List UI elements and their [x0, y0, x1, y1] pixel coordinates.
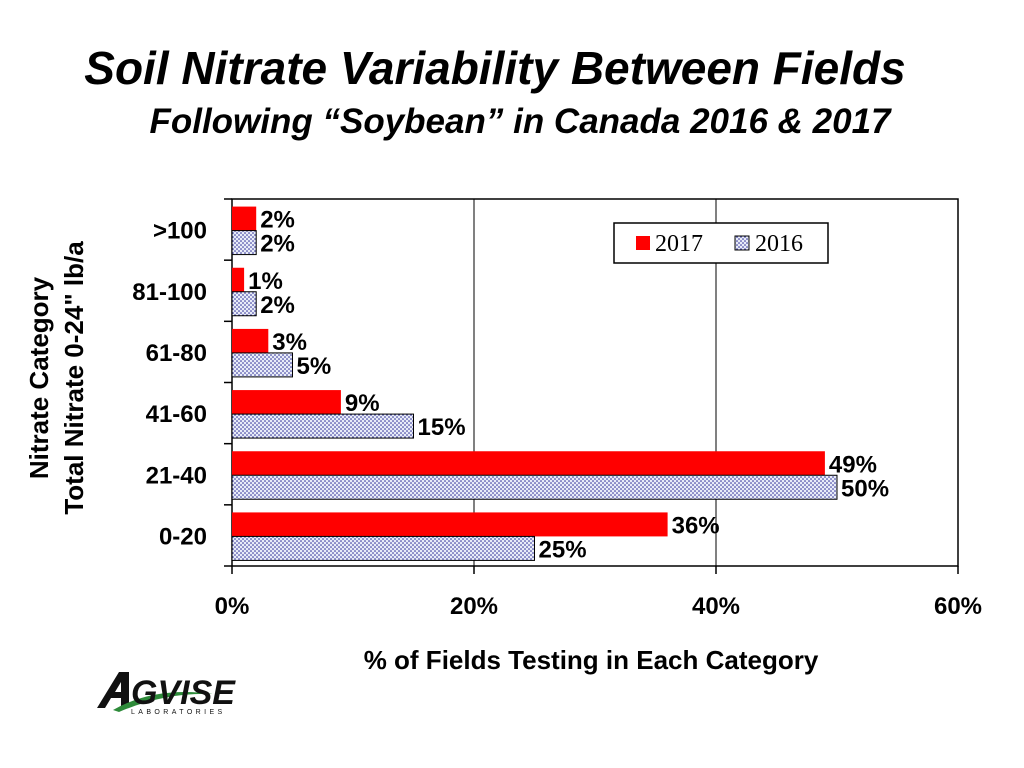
y-tick-label: 21-40	[146, 462, 207, 489]
data-label-2017: 9%	[345, 390, 380, 417]
bar-2016	[231, 413, 414, 439]
data-label-2017: 49%	[829, 451, 877, 478]
svg-text:LABORATORIES: LABORATORIES	[131, 709, 226, 716]
y-tick-label: 0-20	[159, 523, 207, 550]
data-label-2016: 15%	[418, 414, 466, 441]
y-tick-label: >100	[153, 218, 207, 245]
y-tick-label: 61-80	[146, 340, 207, 367]
data-label-2017: 3%	[272, 329, 307, 356]
y-tick-label: 41-60	[146, 401, 207, 428]
bar-2017	[232, 267, 245, 292]
svg-text:GVISE: GVISE	[131, 674, 236, 712]
legend-swatch-2016	[734, 235, 750, 251]
data-label-2016: 2%	[260, 231, 295, 258]
x-tick-label: 0%	[215, 593, 250, 620]
chart-title: Soil Nitrate Variability Between Fields	[84, 42, 906, 94]
legend-swatch-2017	[636, 236, 650, 250]
legend-label-2017: 2017	[655, 231, 703, 257]
y-axis-title-line2: Total Nitrate 0-24" lb/a	[59, 241, 89, 515]
legend-label-2016: 2016	[755, 231, 803, 257]
data-label-2016: 25%	[539, 536, 587, 563]
bar-2017	[232, 451, 825, 476]
data-label-2016: 50%	[841, 475, 889, 502]
data-label-2017: 36%	[672, 512, 720, 539]
bar-2016	[231, 230, 257, 256]
agvise-logo: GVISE LABORATORIES	[97, 672, 236, 716]
data-label-2017: 2%	[260, 207, 295, 234]
data-label-2016: 5%	[297, 353, 332, 380]
bar-2017	[232, 512, 668, 537]
bar-2017	[232, 206, 257, 231]
bar-2017	[232, 390, 341, 415]
x-axis-title: % of Fields Testing in Each Category	[364, 645, 819, 675]
x-tick-label: 40%	[692, 593, 740, 620]
x-tick-label: 60%	[934, 593, 982, 620]
bar-2016	[231, 352, 293, 378]
legend: 2017 2016	[613, 222, 829, 264]
data-label-2017: 1%	[248, 268, 283, 295]
bar-2016	[231, 291, 257, 317]
bar-2017	[232, 328, 269, 353]
chart-subtitle: Following “Soybean” in Canada 2016 & 201…	[149, 102, 891, 141]
bar-2016	[231, 535, 535, 561]
y-tick-label: 81-100	[132, 279, 207, 306]
y-axis-title-line1: Nitrate Category	[24, 276, 54, 479]
data-label-2016: 2%	[260, 292, 295, 319]
x-tick-label: 20%	[450, 593, 498, 620]
plot-area	[231, 198, 959, 567]
bar-2016	[231, 474, 838, 500]
